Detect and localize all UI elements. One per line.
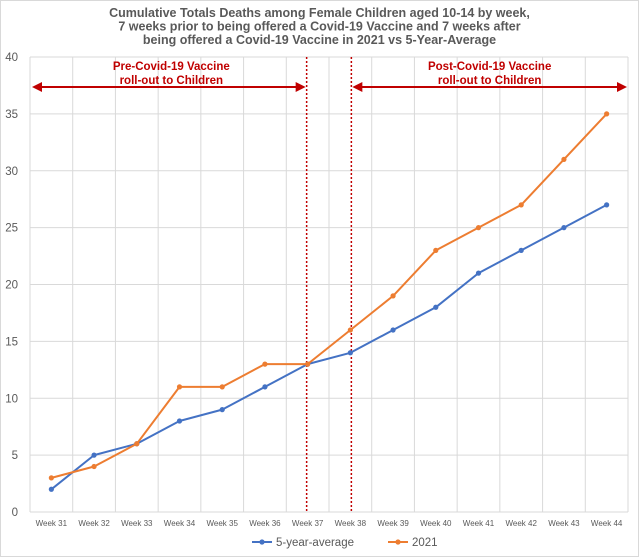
data-point <box>48 486 54 492</box>
data-point <box>176 384 183 390</box>
x-tick-label: Week 42 <box>505 519 537 528</box>
legend-label: 2021 <box>412 537 438 549</box>
y-tick-label: 5 <box>12 450 18 462</box>
data-point <box>433 247 439 253</box>
y-tick-label: 20 <box>5 280 18 292</box>
x-tick-label: Week 34 <box>164 519 196 528</box>
y-tick-label: 10 <box>5 393 18 405</box>
post-rollout-label: roll-out to Children <box>438 75 541 87</box>
post-rollout-label: Post-Covid-19 Vaccine <box>428 61 551 73</box>
post-rollout-arrow-right-head <box>617 82 627 92</box>
legend-label: 5-year-average <box>276 537 354 549</box>
y-axis-tick-labels: 0 5 10 15 20 25 30 35 40 <box>5 52 18 519</box>
rollout-markers: Pre-Covid-19 Vaccine roll-out to Children… <box>32 57 627 512</box>
data-point <box>390 293 396 299</box>
pre-rollout-label: Pre-Covid-19 Vaccine <box>113 61 230 73</box>
data-point <box>561 225 567 231</box>
data-point <box>347 350 353 356</box>
x-axis-tick-labels: Week 31 Week 32 Week 33 Week 34 Week 35 Week … <box>36 519 623 528</box>
y-tick-label: 30 <box>5 166 18 178</box>
x-tick-label: Week 44 <box>591 519 623 528</box>
y-tick-label: 25 <box>5 223 18 235</box>
data-point <box>134 441 140 447</box>
x-tick-label: Week 33 <box>121 519 153 528</box>
data-point <box>518 247 524 253</box>
data-point <box>219 384 225 390</box>
x-tick-label: Week 35 <box>206 519 238 528</box>
x-tick-label: Week 31 <box>36 519 68 528</box>
data-point <box>475 270 482 276</box>
x-tick-label: Week 36 <box>249 519 281 528</box>
gridlines <box>29 56 629 513</box>
data-point <box>518 202 524 208</box>
chart-title: Cumulative Totals Deaths among Female Ch… <box>109 6 530 47</box>
x-tick-label: Week 32 <box>78 519 110 528</box>
data-point <box>91 452 97 458</box>
x-tick-label: Week 43 <box>548 519 580 528</box>
series-line <box>50 204 608 491</box>
chart-title-line: being offered a Covid-19 Vaccine in 2021… <box>143 33 496 47</box>
post-rollout-arrow-left-head <box>352 82 363 92</box>
series-line <box>51 113 608 479</box>
legend: 5-year-average 2021 <box>252 537 438 549</box>
pre-rollout-arrow-left-head <box>32 82 42 92</box>
x-tick-label: Week 39 <box>377 519 409 528</box>
y-tick-label: 15 <box>5 336 18 348</box>
chart-title-line: 7 weeks prior to being offered a Covid-1… <box>118 20 520 34</box>
data-point <box>604 111 610 117</box>
legend-swatch-marker <box>395 539 401 545</box>
y-tick-label: 35 <box>5 109 18 121</box>
data-point <box>91 463 97 470</box>
series-group <box>48 111 610 492</box>
x-tick-label: Week 41 <box>463 519 495 528</box>
pre-rollout-label: roll-out to Children <box>120 75 223 87</box>
data-point <box>262 384 268 390</box>
pre-rollout-arrow-right-head <box>295 82 306 92</box>
series-2021 <box>48 111 610 481</box>
legend-swatch-marker <box>259 539 265 545</box>
chart-title-line: Cumulative Totals Deaths among Female Ch… <box>109 6 530 20</box>
data-point <box>561 156 567 162</box>
data-point <box>305 361 311 367</box>
data-point <box>475 225 482 231</box>
data-point <box>176 418 183 424</box>
data-point <box>219 407 225 413</box>
y-tick-label: 0 <box>12 507 18 519</box>
data-point <box>262 361 268 367</box>
x-tick-label: Week 37 <box>292 519 324 528</box>
x-tick-label: Week 40 <box>420 519 452 528</box>
data-point <box>48 475 54 481</box>
data-point <box>604 202 610 208</box>
data-point <box>433 304 439 310</box>
x-tick-label: Week 38 <box>335 519 367 528</box>
data-point <box>390 327 396 333</box>
y-tick-label: 40 <box>5 52 18 64</box>
data-point <box>347 327 353 333</box>
